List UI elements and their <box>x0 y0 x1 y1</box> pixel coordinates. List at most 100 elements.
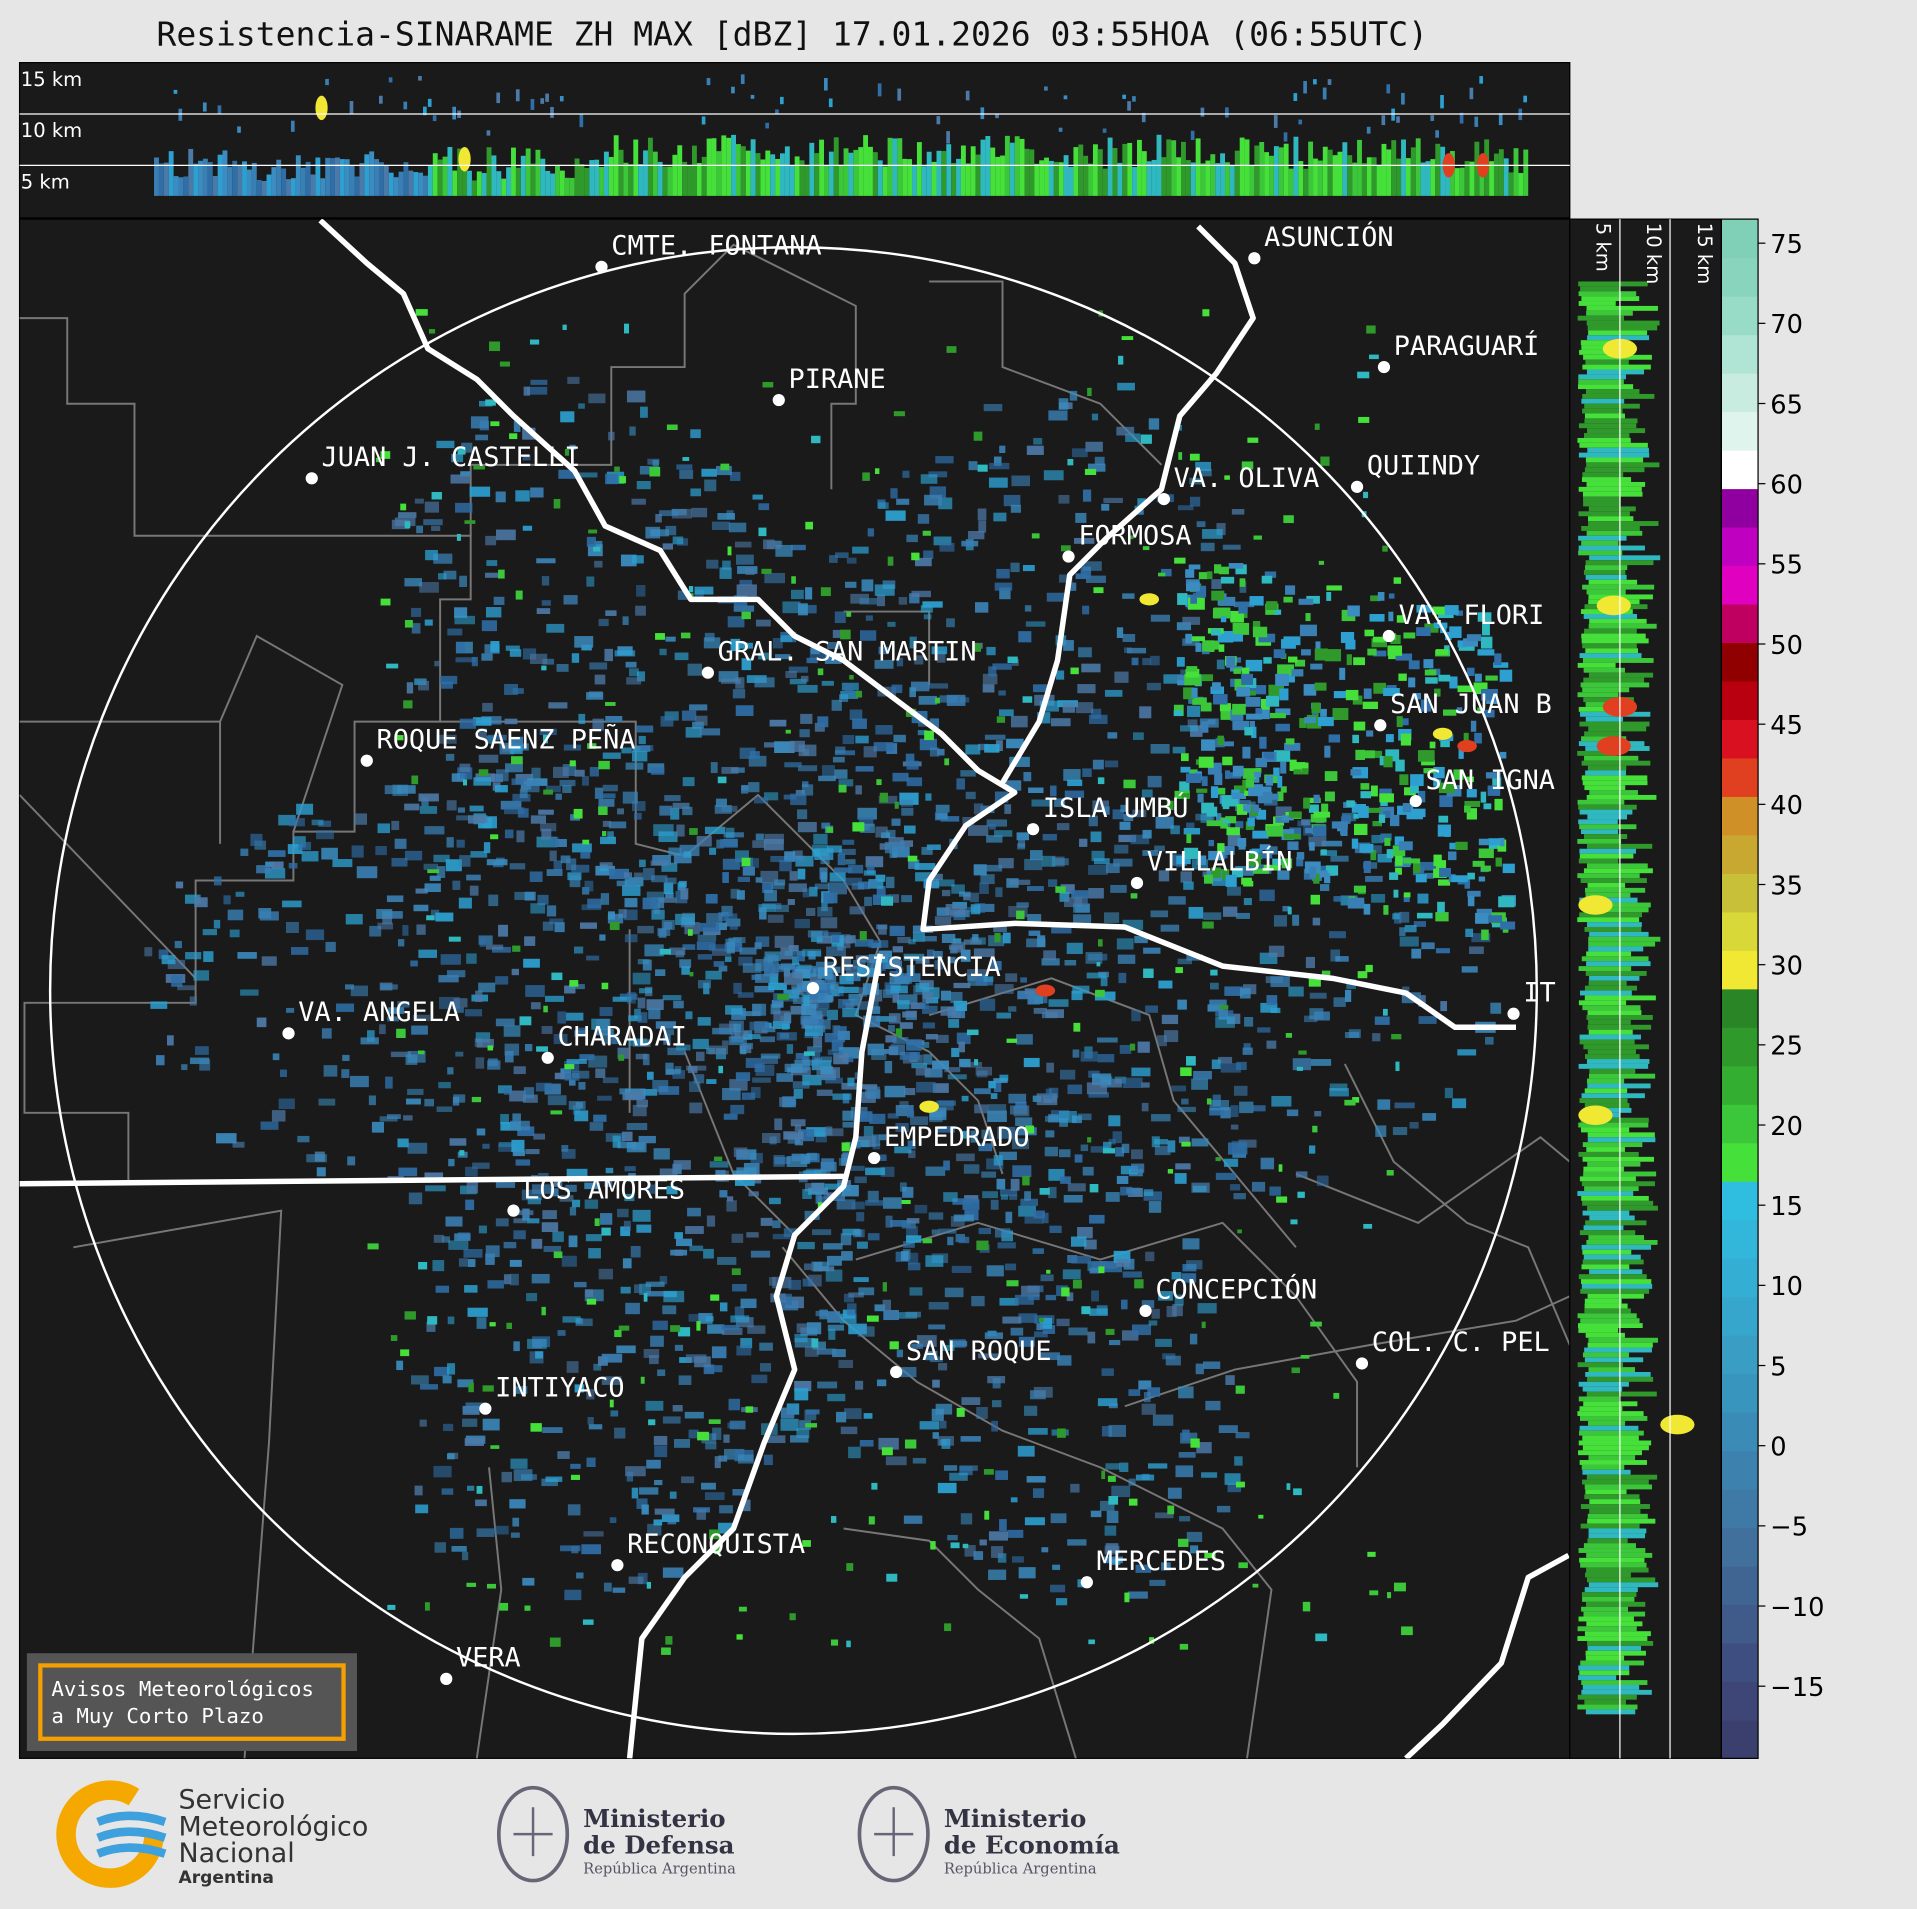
echo <box>1500 921 1516 930</box>
echo <box>737 992 754 998</box>
echo <box>796 1323 808 1333</box>
echo <box>1057 1428 1066 1438</box>
echo <box>842 1121 855 1128</box>
echo <box>625 762 644 770</box>
echo <box>1181 1141 1191 1147</box>
echo <box>1275 708 1291 716</box>
section-row <box>1588 1235 1645 1240</box>
echo <box>504 683 519 695</box>
section-row <box>1578 545 1645 551</box>
echo <box>741 1092 756 1100</box>
echo <box>1369 1590 1379 1596</box>
section-row <box>1586 863 1648 869</box>
section-column <box>662 166 668 196</box>
echo <box>445 753 455 761</box>
echo <box>959 1466 973 1476</box>
echo <box>522 427 536 440</box>
echo <box>1186 705 1201 717</box>
section-row <box>1587 882 1626 888</box>
section-row <box>1579 1230 1636 1236</box>
echo <box>991 1400 1002 1408</box>
echo <box>1209 1099 1230 1111</box>
echo <box>504 718 518 725</box>
echo <box>1016 832 1030 841</box>
echo <box>794 1388 809 1401</box>
echo <box>510 1532 520 1538</box>
echo <box>1288 811 1302 818</box>
section-column <box>1401 139 1406 196</box>
echo <box>476 1317 487 1329</box>
echo <box>655 1021 676 1029</box>
echo <box>460 471 471 477</box>
echo <box>885 1456 907 1466</box>
section-row <box>1585 1572 1631 1578</box>
echo <box>1218 596 1236 606</box>
echo <box>711 948 731 956</box>
section-column <box>168 151 174 196</box>
echo <box>1449 626 1462 638</box>
echo <box>287 844 303 855</box>
echo <box>1071 1115 1082 1124</box>
echo <box>345 914 363 925</box>
echo <box>1101 1368 1114 1376</box>
section-column <box>1220 153 1226 196</box>
echo <box>632 1209 651 1222</box>
echo <box>379 1024 386 1035</box>
echo <box>1393 889 1399 898</box>
section-row <box>1583 1166 1624 1172</box>
echo <box>1340 823 1347 835</box>
echo <box>1224 475 1230 480</box>
echo <box>1401 1626 1413 1636</box>
echo <box>424 883 441 893</box>
echo <box>1032 1248 1044 1254</box>
echo <box>1411 948 1422 959</box>
colorbar-band <box>1721 1181 1759 1221</box>
echo <box>994 830 1013 837</box>
echo <box>506 1322 513 1329</box>
echo <box>773 965 790 972</box>
echo <box>878 1437 899 1450</box>
echo <box>1103 497 1123 504</box>
echo <box>889 1341 899 1350</box>
colorbar-tick-label: 55 <box>1770 551 1803 581</box>
echo <box>260 1121 279 1130</box>
echo <box>1161 1562 1171 1571</box>
section-column <box>1190 162 1196 196</box>
echo <box>708 1045 729 1055</box>
echo <box>489 1322 496 1327</box>
section-column <box>1298 119 1303 125</box>
echo <box>887 621 896 627</box>
echo <box>429 875 441 881</box>
section-column <box>325 78 329 86</box>
echo <box>782 1096 796 1108</box>
echo <box>574 1384 585 1393</box>
echo <box>1165 1355 1181 1366</box>
section-row <box>1582 472 1624 478</box>
echo <box>999 1074 1009 1082</box>
colorbar-band <box>1721 296 1759 336</box>
echo <box>833 1052 849 1065</box>
section-row <box>1581 1195 1649 1201</box>
echo <box>773 1010 791 1022</box>
section-row <box>1583 1044 1649 1050</box>
echo <box>1056 670 1065 680</box>
section-column <box>242 161 247 196</box>
echo <box>820 1161 837 1172</box>
echo <box>1259 786 1272 794</box>
colorbar-band <box>1721 950 1759 990</box>
echo <box>1328 734 1341 743</box>
echo <box>1408 677 1416 688</box>
echo <box>825 1077 843 1084</box>
echo <box>748 1191 759 1197</box>
section-row <box>1588 1420 1626 1426</box>
echo <box>1181 753 1189 762</box>
echo <box>1252 804 1259 813</box>
echo <box>1333 691 1347 699</box>
echo <box>1131 657 1139 666</box>
echo <box>430 909 440 921</box>
echo <box>827 974 837 986</box>
echo <box>601 1353 623 1363</box>
section-column <box>383 165 389 196</box>
section-row <box>1580 1318 1640 1324</box>
echo <box>597 1095 612 1101</box>
